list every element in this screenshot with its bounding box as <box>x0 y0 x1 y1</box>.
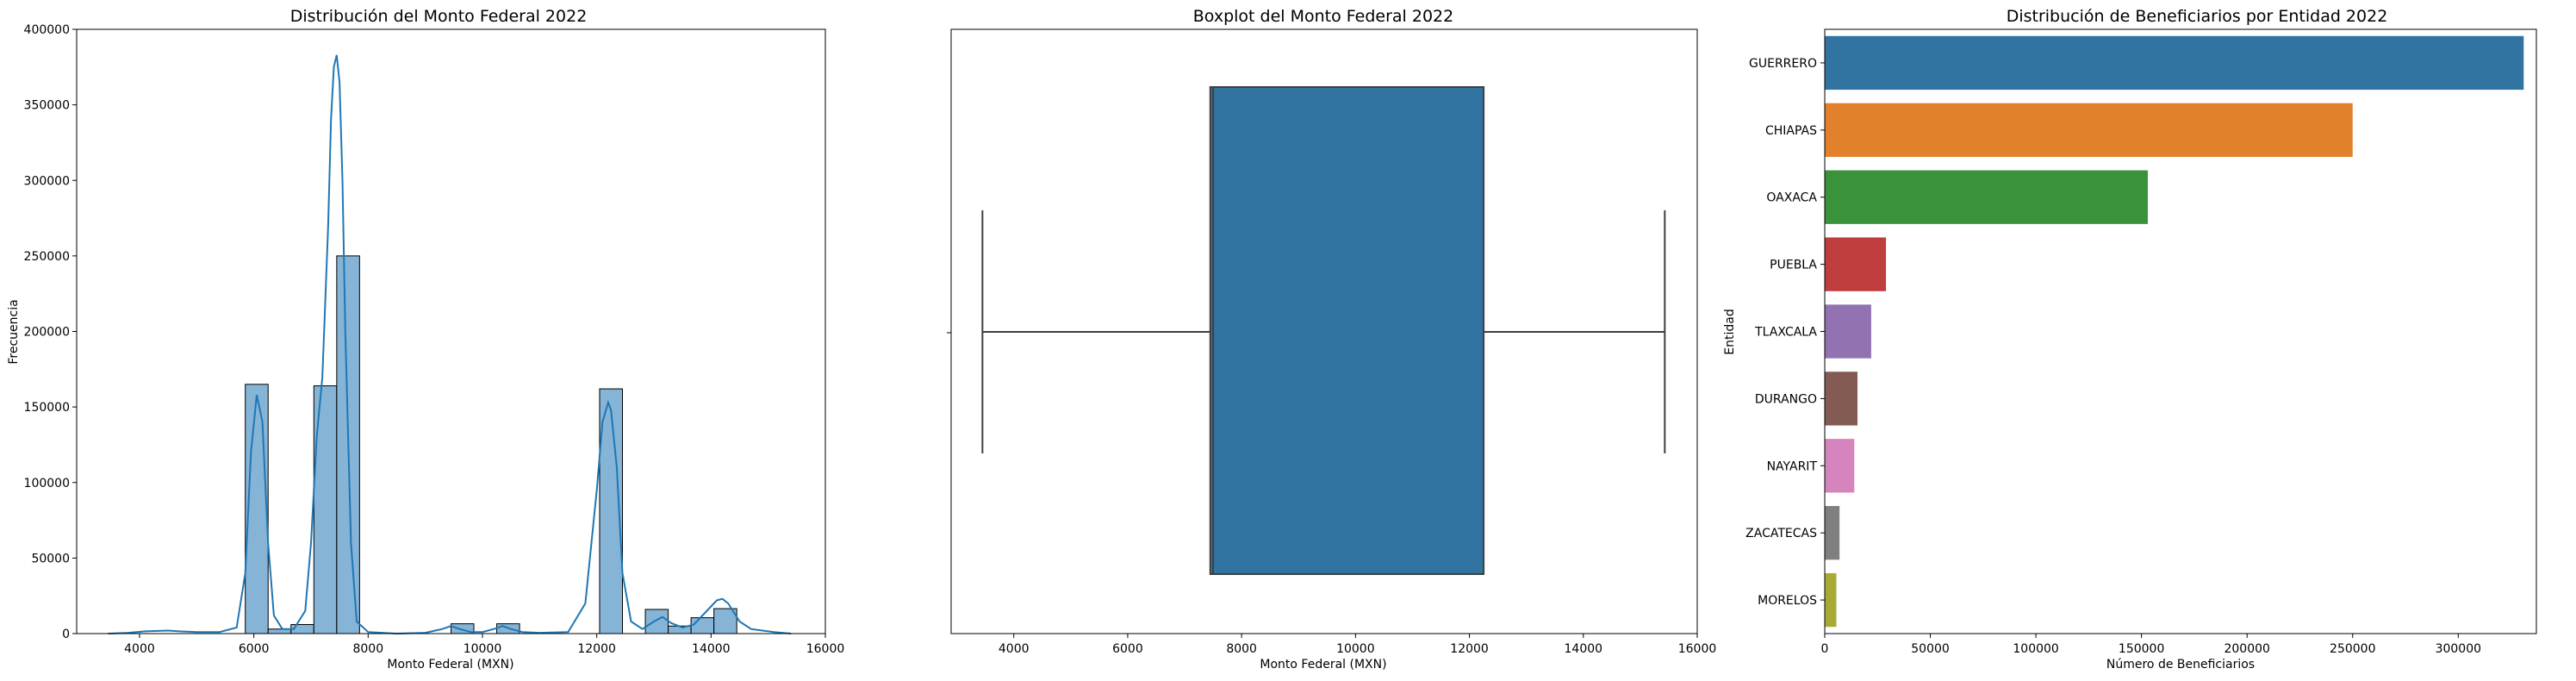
boxplot-panel: Boxplot del Monto Federal 2022 4000 6000 8… <box>947 7 1716 672</box>
histogram-bar <box>599 388 624 634</box>
histogram-x-tick-label: 16000 <box>806 642 845 656</box>
histogram-x-tick-label: 4000 <box>124 642 155 656</box>
histogram-y-tick-label: 100000 <box>24 477 70 490</box>
histogram-y-tick-label: 150000 <box>24 401 70 415</box>
entity-bar <box>1825 572 1837 628</box>
histogram-x-label: Monto Federal (MXN) <box>387 658 513 672</box>
boxplot-x-tick-label: 6000 <box>1112 642 1143 656</box>
kde-line <box>108 54 792 635</box>
histogram-bar <box>690 617 715 634</box>
entity-bar-title: Distribución de Beneficiarios por Entida… <box>2007 7 2388 26</box>
entity-bars <box>1825 35 2524 628</box>
histogram-y-ticks: 0 50000 100000 150000 200000 250000 300000 3500… <box>24 23 77 641</box>
entity-y-tick-label: OAXACA <box>1766 191 1817 205</box>
entity-y-tick-label: ZACATECAS <box>1745 527 1817 540</box>
boxplot-x-tick-label: 16000 <box>1678 642 1717 656</box>
entity-bar <box>1825 237 1887 291</box>
boxplot-x-tick-label: 8000 <box>1226 642 1257 656</box>
entity-bar <box>1825 304 1871 359</box>
histogram-y-tick-label: 400000 <box>24 23 70 37</box>
histogram-y-tick-label: 50000 <box>31 552 70 565</box>
entity-bar <box>1825 170 2149 224</box>
entity-x-tick-label: 50000 <box>1911 642 1950 656</box>
entity-x-tick-label: 0 <box>1821 642 1829 656</box>
entity-x-label: Número de Beneficiarios <box>2106 658 2255 672</box>
histogram-title: Distribución del Monto Federal 2022 <box>290 7 588 26</box>
histogram-y-tick-label: 0 <box>62 628 70 641</box>
entity-x-tick-label: 150000 <box>2119 642 2164 656</box>
entity-y-tick-label: DURANGO <box>1755 392 1817 406</box>
entity-y-tick-label: NAYARIT <box>1767 459 1818 473</box>
histogram-x-tick-label: 10000 <box>464 642 502 656</box>
entity-bar <box>1825 372 1857 426</box>
boxplot-x-tick-label: 14000 <box>1565 642 1603 656</box>
histogram-y-tick-label: 250000 <box>24 250 70 264</box>
histogram-x-tick-label: 6000 <box>239 642 270 656</box>
boxplot-x-label: Monto Federal (MXN) <box>1260 658 1386 672</box>
entity-x-tick-label: 300000 <box>2436 642 2481 656</box>
entity-bar <box>1825 506 1840 560</box>
histogram-x-ticks: 4000 6000 8000 10000 12000 14000 16000 <box>124 634 844 656</box>
histogram-y-label: Frecuencia <box>7 299 21 364</box>
entity-x-ticks: 0 50000 100000 150000 200000 250000 300000 <box>1821 634 2481 656</box>
histogram-x-tick-label: 12000 <box>577 642 616 656</box>
entity-bar <box>1825 103 2353 157</box>
histogram-x-tick-label: 14000 <box>692 642 731 656</box>
histogram-x-tick-label: 8000 <box>352 642 383 656</box>
boxplot-elements <box>981 86 1666 575</box>
histogram-y-tick-label: 200000 <box>24 326 70 340</box>
entity-bar <box>1825 439 1855 493</box>
histogram-bars <box>245 255 737 634</box>
entity-y-label: Entidad <box>1723 309 1737 354</box>
entity-y-tick-label: GUERRERO <box>1749 57 1817 71</box>
entity-y-tick-label: CHIAPAS <box>1765 124 1817 138</box>
boxplot-x-tick-label: 10000 <box>1336 642 1375 656</box>
boxplot-x-tick-label: 4000 <box>999 642 1030 656</box>
boxplot-box <box>1209 86 1485 575</box>
histogram-y-tick-label: 300000 <box>24 174 70 188</box>
histogram-bar <box>713 608 737 634</box>
entity-y-ticks: GUERRERO CHIAPAS OAXACA PUEBLA TLAXCALA DURAN… <box>1745 57 1825 608</box>
entity-x-tick-label: 200000 <box>2224 642 2269 656</box>
entity-x-tick-label: 250000 <box>2330 642 2375 656</box>
histogram-panel: Distribución del Monto Federal 2022 4000… <box>7 7 844 672</box>
histogram-axes-frame <box>76 28 826 634</box>
entity-bar-panel: Distribución de Beneficiarios por Entida… <box>1723 7 2537 672</box>
entity-bar <box>1825 35 2524 91</box>
entity-x-tick-label: 100000 <box>2013 642 2058 656</box>
boxplot-x-tick-label: 12000 <box>1450 642 1489 656</box>
entity-y-tick-label: TLAXCALA <box>1754 326 1817 340</box>
histogram-bar <box>644 609 669 634</box>
boxplot-title: Boxplot del Monto Federal 2022 <box>1193 7 1453 26</box>
boxplot-x-ticks: 4000 6000 8000 10000 12000 14000 16000 <box>999 634 1716 656</box>
entity-y-tick-label: MORELOS <box>1758 594 1817 608</box>
histogram-y-tick-label: 350000 <box>24 99 70 113</box>
boxplot-axes-frame <box>950 28 1698 634</box>
entity-y-tick-label: PUEBLA <box>1770 259 1817 272</box>
